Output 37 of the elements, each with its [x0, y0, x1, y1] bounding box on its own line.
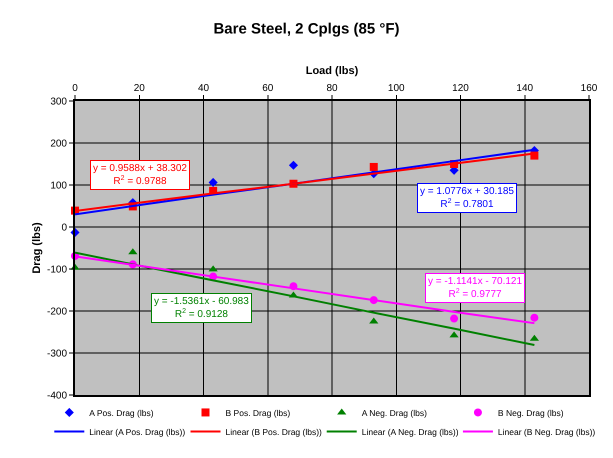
y-tick-label: -200 [46, 306, 68, 318]
annotation: y = -1.1141x - 70.121 R$^{2}$ = 0.9777 [428, 276, 522, 300]
legend-label: Linear (A Pos. Drag (lbs)) [89, 426, 186, 437]
annotation: y = -1.5361x - 60.983 R$^{2}$ = 0.9128 [154, 296, 250, 320]
point [450, 314, 458, 323]
x-tick-label: 120 [452, 83, 470, 94]
x-tick-label: 160 [580, 83, 598, 94]
y-tick-label: 0 [61, 222, 68, 234]
y-tick-label: 300 [50, 96, 68, 108]
x-tick-label: 100 [388, 83, 406, 94]
point [530, 314, 538, 322]
annotation: y = 0.9588x + 38.302 R$^{2}$ = 0.9788 [93, 163, 188, 187]
y-tick-label: 200 [50, 138, 68, 150]
y-axis-title: Drag (lbs) [31, 222, 44, 274]
x-tick-label: 60 [262, 83, 274, 94]
point [370, 162, 378, 171]
x-tick-label: 80 [326, 83, 338, 94]
legend-label: B Neg. Drag (lbs) [498, 408, 564, 418]
x-tick-label: 20 [134, 83, 146, 94]
chart-title: Bare Steel, 2 Cplgs (85 °F) [213, 20, 400, 38]
y-tick-label: 100 [50, 180, 68, 192]
y-tick-label: -300 [46, 348, 68, 360]
legend-label: Linear (A Neg. Drag (lbs)) [362, 426, 459, 437]
annotation: y = 1.0776x + 30.185 R$^{2}$ = 0.7801 [420, 186, 514, 210]
x-tick-label: 40 [198, 83, 210, 94]
point [208, 178, 218, 188]
legend-label: Linear (B Pos. Drag (lbs)) [226, 426, 322, 437]
x-tick-label: 0 [72, 83, 78, 94]
legend-label: A Pos. Drag (lbs) [89, 408, 154, 418]
legend-label: Linear (B Neg. Drag (lbs)) [498, 426, 596, 437]
point [288, 160, 298, 170]
legend-label: A Neg. Drag (lbs) [362, 408, 428, 418]
legend-label: B Pos. Drag (lbs) [226, 408, 290, 418]
x-tick-label: 140 [516, 83, 534, 94]
y-tick-label: -100 [46, 264, 68, 276]
x-axis-title: Load (lbs) [306, 65, 359, 78]
y-tick-label: -400 [46, 390, 68, 402]
